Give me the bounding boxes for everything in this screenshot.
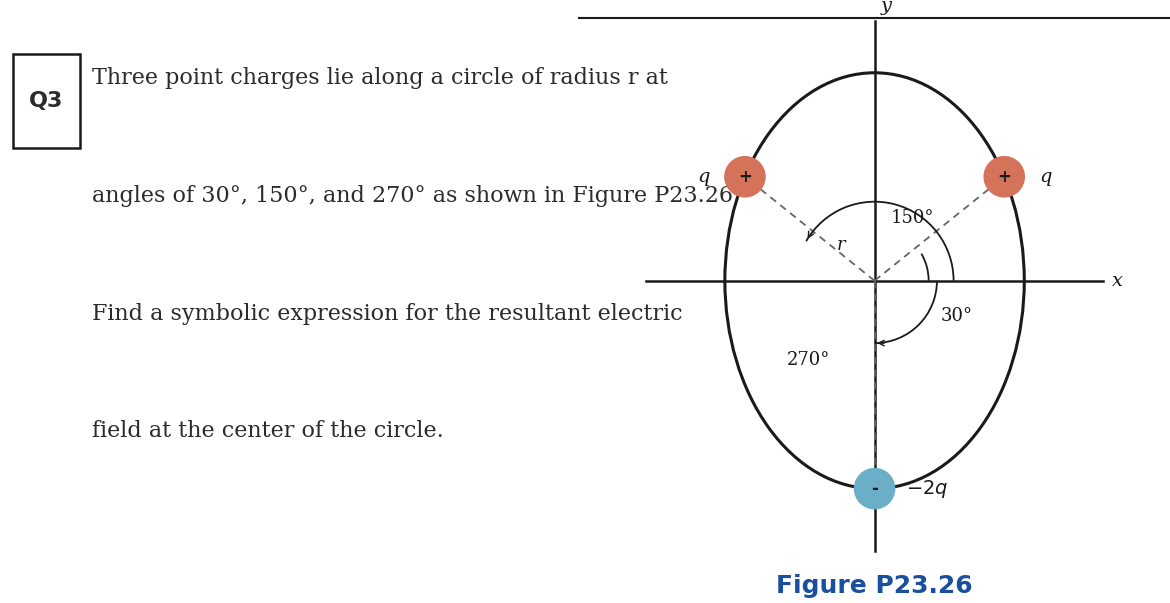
Text: $-2q$: $-2q$ [906, 478, 948, 500]
Text: x: x [1112, 272, 1123, 289]
Circle shape [724, 156, 765, 198]
Text: +: + [997, 168, 1011, 186]
Text: field at the center of the circle.: field at the center of the circle. [92, 420, 445, 442]
Text: y: y [881, 0, 892, 14]
Text: 270°: 270° [787, 351, 831, 368]
Text: Three point charges lie along a circle of radius r at: Three point charges lie along a circle o… [92, 68, 668, 89]
Text: 30°: 30° [941, 307, 973, 325]
Text: q: q [697, 168, 709, 186]
Circle shape [984, 156, 1025, 198]
Text: Figure P23.26: Figure P23.26 [776, 575, 973, 598]
Text: r: r [837, 236, 845, 254]
Circle shape [854, 468, 895, 510]
Text: angles of 30°, 150°, and 270° as shown in Figure P23.26.: angles of 30°, 150°, and 270° as shown i… [92, 185, 741, 207]
Text: q: q [1040, 168, 1052, 186]
Text: Q3: Q3 [29, 91, 63, 111]
FancyBboxPatch shape [13, 54, 80, 148]
Text: +: + [738, 168, 752, 186]
Text: 150°: 150° [892, 209, 935, 227]
Text: Find a symbolic expression for the resultant electric: Find a symbolic expression for the resul… [92, 303, 683, 324]
Text: -: - [872, 479, 878, 497]
